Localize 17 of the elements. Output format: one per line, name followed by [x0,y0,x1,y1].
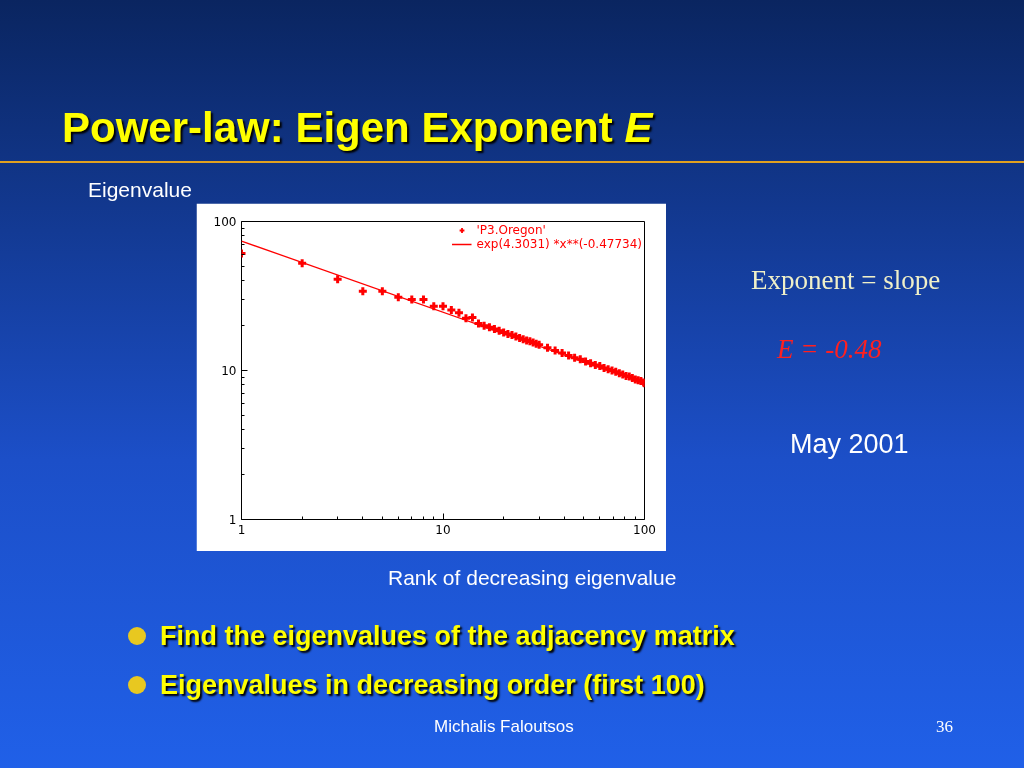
text: Find the eigenvalues of the adjacency matrix [159,620,735,653]
y-axis-title: Eigenvalue [88,178,192,201]
text: E = -0.48 [777,333,882,366]
text: May 2001 [790,428,909,461]
x-tick-label: 100 [633,522,656,537]
text: Eigenvalues in decreasing order (first 100) [159,668,706,702]
legend-label: exp(4.3031) *x**(-0.47734) [476,237,642,251]
text: Exponent = slope [751,264,941,297]
chart-title: Power-law: Eigen Exponent E [62,103,653,153]
y-tick-label: 100 [213,215,237,229]
x-axis-title: Rank of decreasing eigenvalue [388,566,677,589]
x-tick-label: 10 [435,522,451,537]
y-tick-label: 1 [228,513,237,527]
y-tick-label: 10 [221,364,237,378]
text: Michalis Faloutsos [434,716,574,738]
legend-label: 'P3.Oregon' [476,223,546,237]
text: 36 [936,716,953,738]
